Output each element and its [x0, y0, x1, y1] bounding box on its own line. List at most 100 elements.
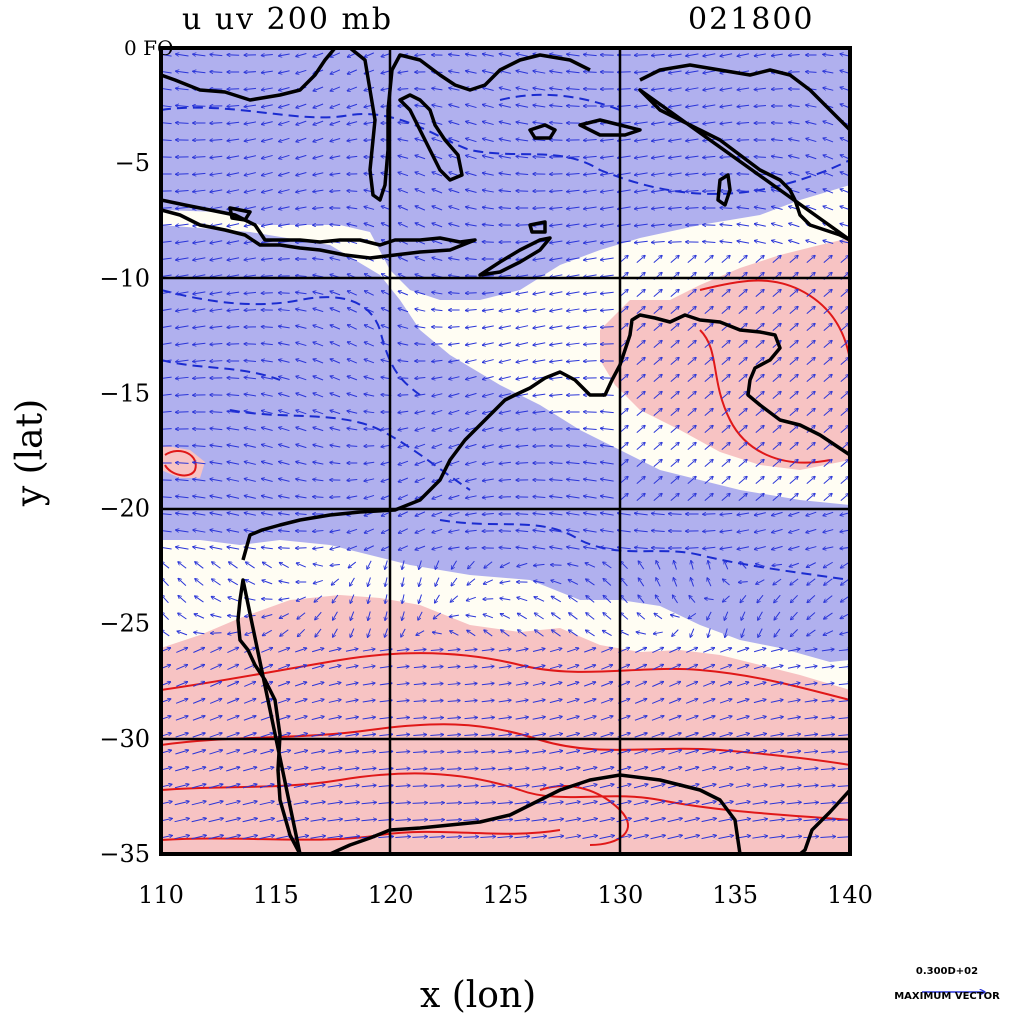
wind-vector: [651, 207, 665, 209]
wind-vector: [651, 88, 665, 90]
wind-vector: [721, 306, 730, 314]
wind-vector: [600, 55, 614, 56]
wind-vector: [703, 53, 716, 56]
wind-vector: [296, 359, 307, 364]
wind-vector: [772, 289, 781, 297]
wind-vector: [653, 323, 662, 331]
x-tick-label: 140: [827, 881, 873, 909]
wind-vector: [823, 189, 834, 194]
wind-vector: [668, 173, 682, 175]
wind-vector: [600, 173, 614, 175]
wind-vector: [636, 289, 645, 297]
wind-vector: [466, 121, 477, 126]
wind-vector: [755, 289, 764, 297]
wind-vector: [330, 120, 341, 125]
wind-vector: [279, 154, 290, 158]
wind-vector: [651, 121, 665, 124]
wind-vector: [566, 54, 580, 56]
wind-vector: [210, 309, 223, 311]
wind-vector: [415, 257, 426, 262]
wind-vector: [651, 224, 665, 225]
wind-vector: [175, 71, 189, 73]
wind-vector: [227, 327, 240, 328]
wind-vector: [330, 155, 341, 158]
wind-vector: [771, 139, 783, 140]
wind-vector: [313, 325, 324, 330]
positive-shading-south: [161, 595, 850, 854]
wind-vector: [347, 207, 358, 209]
wind-vector: [755, 306, 764, 314]
wind-vector: [296, 103, 307, 108]
wind-vector: [499, 325, 511, 329]
wind-vector: [533, 325, 546, 329]
wind-vector: [685, 190, 699, 191]
wind-vector: [244, 310, 257, 311]
wind-vector: [738, 340, 747, 348]
x-tick-labels: 110 115 120 125 130 135 140: [138, 881, 873, 909]
wind-vector: [550, 54, 563, 57]
wind-vector: [499, 88, 511, 91]
wind-vector: [806, 189, 817, 194]
wind-vector: [686, 87, 699, 90]
wind-vector: [244, 394, 257, 396]
wind-vector: [466, 155, 477, 160]
wind-vector: [193, 54, 206, 56]
wind-vector: [703, 514, 716, 515]
wind-vector: [398, 172, 409, 177]
wind-vector: [227, 394, 240, 395]
wind-vector: [806, 206, 817, 211]
wind-vector: [754, 241, 766, 244]
wind-vector: [347, 308, 357, 313]
wind-vector: [840, 255, 849, 263]
wind-vector: [465, 309, 477, 310]
wind-vector: [330, 291, 341, 296]
wind-vector: [466, 138, 477, 143]
wind-vector: [600, 257, 614, 260]
wind-vector: [261, 88, 273, 90]
wind-vector: [347, 257, 358, 262]
wind-vector: [737, 88, 750, 90]
wind-vector: [296, 137, 307, 142]
wind-vector: [600, 240, 614, 243]
wind-vector: [516, 359, 529, 363]
wind-vector: [533, 258, 546, 260]
wind-vector: [210, 326, 223, 328]
wind-vector: [193, 240, 206, 243]
wind-vector: [823, 255, 832, 263]
wind-vector: [278, 326, 290, 328]
wind-vector: [516, 88, 529, 91]
wind-vector: [686, 156, 699, 158]
wind-vector: [227, 223, 240, 227]
wind-vector: [499, 139, 511, 142]
wind-vector: [161, 377, 172, 379]
wind-vector: [330, 359, 341, 364]
wind-vector: [720, 53, 733, 57]
wind-vector: [720, 208, 733, 209]
wind-vector: [330, 376, 341, 381]
wind-vector: [227, 257, 240, 260]
wind-vector: [482, 173, 494, 176]
wind-vector: [720, 157, 733, 158]
wind-vector: [227, 122, 240, 123]
wind-vector: [449, 258, 460, 260]
wind-vector: [244, 138, 256, 141]
wind-vector: [653, 255, 662, 263]
wind-vector: [465, 207, 477, 210]
wind-vector: [651, 548, 665, 549]
wind-vector: [347, 291, 358, 296]
wind-vector: [482, 224, 494, 225]
wind-vector: [634, 138, 648, 141]
wind-vector: [703, 70, 716, 73]
wind-vector: [550, 191, 563, 192]
wind-vector: [823, 88, 834, 91]
wind-vector: [347, 156, 358, 157]
wind-vector: [193, 257, 206, 260]
wind-vector: [583, 190, 597, 192]
wind-vector: [161, 105, 172, 107]
x-tick-label: 135: [712, 881, 758, 909]
wind-vector: [516, 174, 529, 175]
wind-vector: [823, 323, 832, 331]
wind-vector: [583, 206, 597, 209]
wind-vector: [583, 292, 597, 294]
wind-vector: [448, 293, 460, 294]
